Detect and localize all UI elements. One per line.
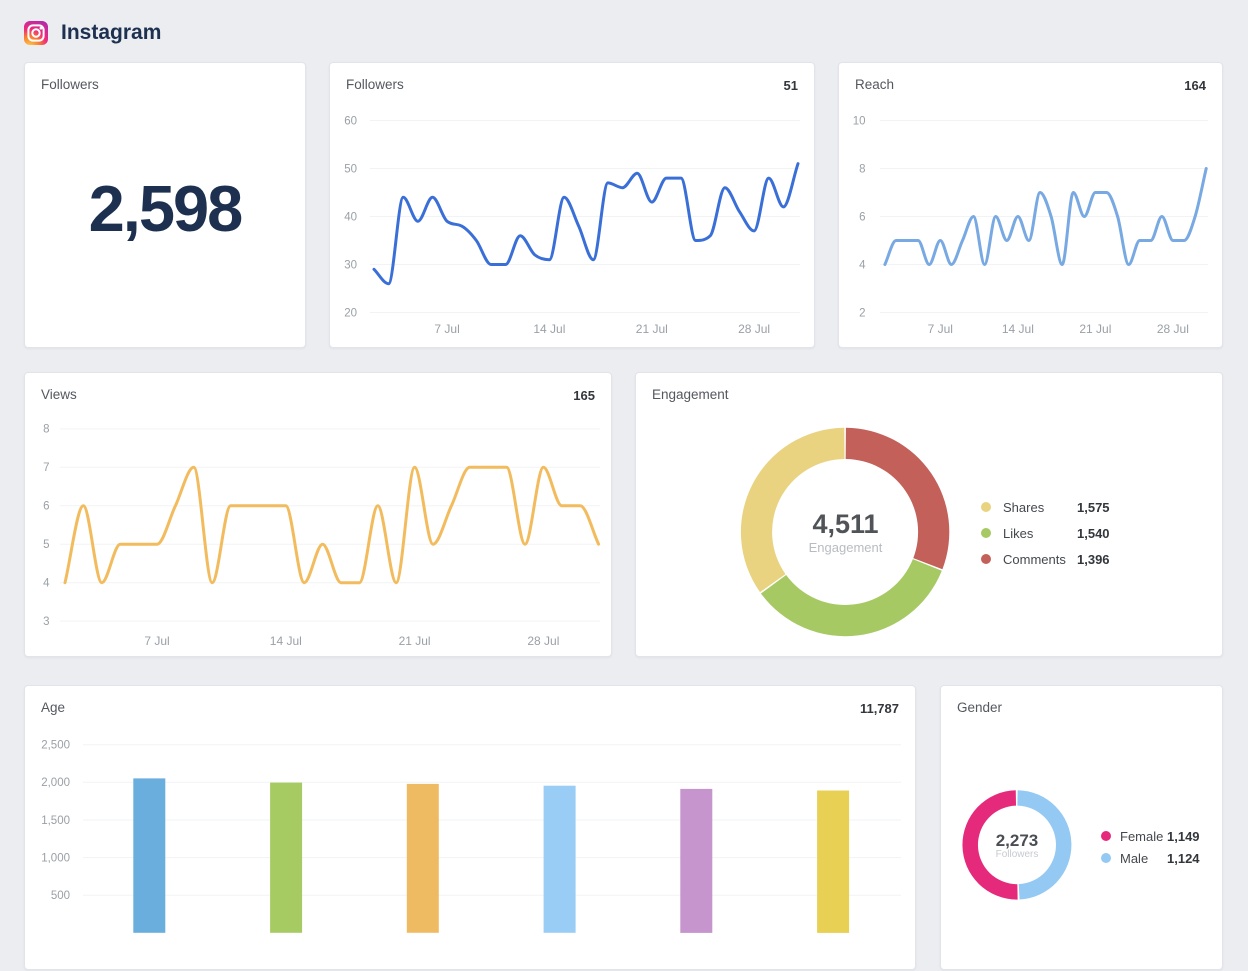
svg-text:30: 30 [344, 259, 357, 271]
svg-text:14 Jul: 14 Jul [270, 634, 302, 648]
svg-text:50: 50 [344, 163, 357, 175]
svg-text:2: 2 [859, 307, 865, 319]
svg-text:28 Jul: 28 Jul [527, 634, 559, 648]
svg-text:40: 40 [344, 211, 357, 223]
svg-text:14 Jul: 14 Jul [1002, 322, 1034, 336]
svg-text:1,500: 1,500 [41, 815, 70, 827]
svg-text:8: 8 [43, 424, 49, 436]
svg-text:2,500: 2,500 [41, 740, 70, 752]
svg-text:1,000: 1,000 [41, 852, 70, 864]
svg-text:28 Jul: 28 Jul [1157, 322, 1189, 336]
svg-text:7: 7 [43, 462, 49, 474]
svg-text:6: 6 [859, 211, 865, 223]
svg-text:6: 6 [43, 501, 49, 513]
svg-text:21 Jul: 21 Jul [1079, 322, 1111, 336]
svg-text:20: 20 [344, 307, 357, 319]
svg-text:5: 5 [43, 539, 49, 551]
svg-text:10: 10 [853, 115, 866, 127]
svg-text:21 Jul: 21 Jul [636, 322, 668, 336]
svg-text:60: 60 [344, 115, 357, 127]
svg-text:8: 8 [859, 163, 865, 175]
svg-text:7 Jul: 7 Jul [434, 322, 459, 336]
svg-text:4: 4 [859, 259, 866, 271]
svg-text:28 Jul: 28 Jul [738, 322, 770, 336]
svg-text:4: 4 [43, 578, 50, 590]
svg-text:21 Jul: 21 Jul [399, 634, 431, 648]
svg-text:7 Jul: 7 Jul [928, 322, 953, 336]
svg-text:2,000: 2,000 [41, 777, 70, 789]
svg-text:7 Jul: 7 Jul [144, 634, 169, 648]
svg-text:14 Jul: 14 Jul [533, 322, 565, 336]
svg-text:3: 3 [43, 616, 49, 628]
